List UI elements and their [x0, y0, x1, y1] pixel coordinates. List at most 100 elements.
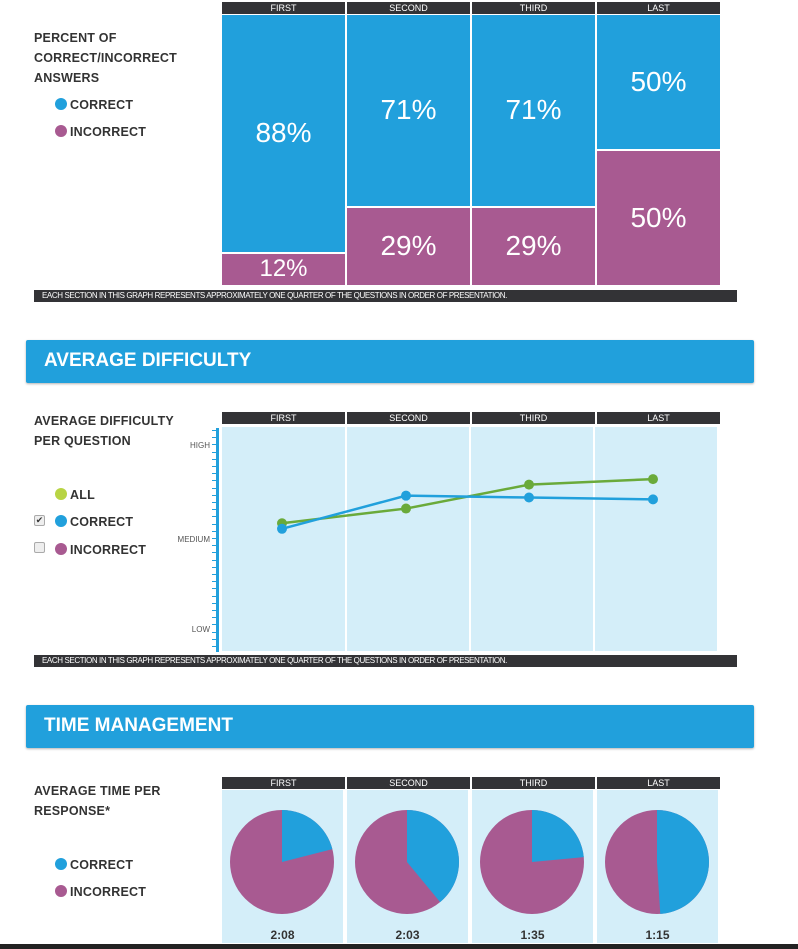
correct-checkbox[interactable]: ✔: [34, 515, 45, 526]
y-axis-tick: [212, 602, 217, 604]
legend-label: CORRECT: [70, 515, 134, 529]
pie-last: [605, 810, 709, 914]
pie-panel-first: 2:08: [222, 790, 343, 943]
section-time-management: TIME MANAGEMENT: [26, 705, 754, 748]
bar-incorrect-third: 29%: [472, 207, 595, 285]
y-axis-tick: [212, 530, 217, 532]
y-axis-tick: [212, 502, 217, 503]
chart-note: EACH SECTION IN THIS GRAPH REPRESENTS AP…: [34, 655, 737, 667]
correctness-label: PERCENT OF CORRECT/INCORRECT ANSWERS: [34, 31, 177, 85]
quarter-header-third: THIRD: [472, 2, 595, 14]
y-axis-tick: [212, 610, 217, 611]
legend-correct: CORRECT: [55, 855, 133, 875]
ytick-high: HIGH: [190, 441, 210, 450]
quarter-header-second: SECOND: [347, 2, 470, 14]
y-axis-tick: [212, 473, 217, 475]
y-axis-tick: [212, 646, 217, 647]
chart-note: EACH SECTION IN THIS GRAPH REPRESENTS AP…: [34, 290, 737, 302]
legend-all: ALL: [55, 485, 95, 505]
y-axis-tick: [212, 480, 217, 482]
legend-incorrect: INCORRECT: [55, 540, 146, 560]
y-axis-tick: [212, 624, 217, 626]
correct-dot-icon: [55, 515, 67, 527]
quarter-header-second: SECOND: [347, 777, 470, 789]
time-value: 2:08: [270, 928, 295, 942]
pie-panel-third: 1:35: [472, 790, 593, 943]
pie-slice-correct: [282, 810, 333, 862]
legend-incorrect: INCORRECT: [55, 882, 146, 902]
y-axis-tick: [212, 631, 217, 633]
pie-panel-second: 2:03: [347, 790, 468, 943]
quarter-header-last: LAST: [597, 2, 720, 14]
quarter-header-last: LAST: [597, 412, 720, 424]
y-axis-tick: [212, 458, 217, 460]
y-axis-tick: [212, 545, 217, 547]
legend-label: CORRECT: [70, 858, 134, 872]
y-axis-tick: [212, 581, 217, 583]
bottom-bar: [0, 944, 798, 949]
y-axis-tick: [212, 437, 217, 439]
y-axis-tick: [212, 538, 217, 539]
y-axis-tick: [212, 451, 217, 453]
gridline: [345, 427, 347, 651]
y-axis-tick: [212, 566, 217, 568]
legend-label: CORRECT: [70, 98, 134, 112]
correct-dot-icon: [55, 858, 67, 870]
y-axis-tick: [212, 494, 217, 496]
y-axis-tick: [212, 509, 217, 511]
bar-incorrect-second: 29%: [347, 207, 470, 285]
incorrect-dot-icon: [55, 125, 67, 137]
y-axis-tick: [212, 516, 217, 518]
pie-slice-correct: [532, 810, 584, 862]
quarter-header-first: FIRST: [222, 2, 345, 14]
legend-correct: CORRECT: [55, 512, 133, 532]
y-axis-tick: [212, 523, 217, 525]
quarter-header-third: THIRD: [472, 412, 595, 424]
legend-incorrect: INCORRECT: [55, 122, 146, 142]
y-axis-tick: [212, 466, 217, 467]
bar-correct-last: 50%: [597, 15, 720, 149]
quarter-header-first: FIRST: [222, 777, 345, 789]
y-axis-tick: [212, 430, 217, 431]
legend-label: INCORRECT: [70, 543, 147, 557]
ytick-low: LOW: [191, 625, 210, 634]
correct-dot-icon: [55, 98, 67, 110]
time-value: 2:03: [395, 928, 420, 942]
pie-third: [480, 810, 584, 914]
time-value: 1:35: [520, 928, 545, 942]
pie-second: [355, 810, 459, 914]
incorrect-dot-icon: [55, 885, 67, 897]
time-value: 1:15: [645, 928, 670, 942]
y-axis-tick: [212, 574, 217, 575]
y-axis-tick: [212, 487, 217, 489]
y-axis-tick: [212, 588, 217, 590]
y-axis-tick: [212, 559, 217, 561]
quarter-header-first: FIRST: [222, 412, 345, 424]
bar-correct-second: 71%: [347, 15, 470, 206]
quarter-header-third: THIRD: [472, 777, 595, 789]
legend-label: INCORRECT: [70, 885, 147, 899]
y-axis: [216, 428, 219, 652]
all-dot-icon: [55, 488, 67, 500]
ytick-medium: MEDIUM: [177, 535, 210, 544]
bar-incorrect-last: 50%: [597, 151, 720, 285]
y-axis-tick: [212, 617, 217, 619]
legend-label: INCORRECT: [70, 125, 147, 139]
y-axis-tick: [212, 595, 217, 597]
difficulty-label: AVERAGE DIFFICULTY PER QUESTION: [34, 414, 174, 448]
pie-slice-correct: [407, 810, 459, 903]
y-axis-tick: [212, 552, 217, 554]
bar-incorrect-first: 12%: [222, 253, 345, 285]
pie-panel-last: 1:15: [597, 790, 718, 943]
bar-correct-third: 71%: [472, 15, 595, 206]
incorrect-dot-icon: [55, 543, 67, 555]
y-axis-tick: [212, 638, 217, 640]
legend-correct: CORRECT: [55, 95, 133, 115]
section-average-difficulty: AVERAGE DIFFICULTY: [26, 340, 754, 383]
incorrect-checkbox[interactable]: [34, 542, 45, 553]
bar-correct-first: 88%: [222, 15, 345, 252]
gridline: [593, 427, 595, 651]
gridline: [469, 427, 471, 651]
pie-slice-correct: [657, 810, 709, 914]
quarter-header-last: LAST: [597, 777, 720, 789]
